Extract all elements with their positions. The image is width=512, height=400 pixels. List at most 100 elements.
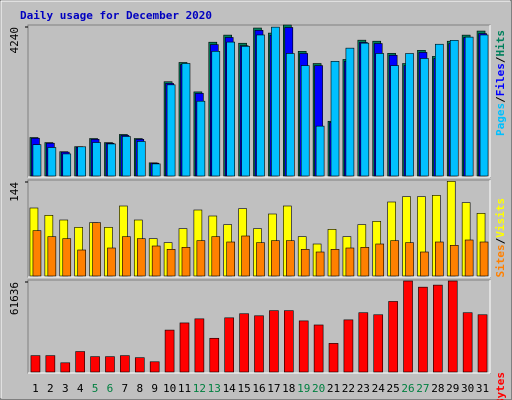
x-tick-label: 12 [193, 382, 206, 395]
x-tick-label: 9 [151, 382, 158, 395]
x-tick-label: 19 [297, 382, 310, 395]
legend: Sites/Visits [494, 198, 507, 278]
x-tick-label: 25 [387, 382, 400, 395]
bar [32, 230, 42, 277]
bar [403, 280, 413, 373]
x-tick-label: 7 [122, 382, 129, 395]
x-tick-label: 8 [136, 382, 143, 395]
chart-title: Daily usage for December 2020 [20, 9, 212, 22]
x-tick-label: 22 [342, 382, 355, 395]
bar [60, 362, 71, 373]
bar [45, 355, 56, 373]
bar [226, 241, 235, 277]
bar [181, 247, 191, 277]
bar [300, 249, 310, 277]
bar [77, 249, 86, 277]
legend-separator: / [494, 237, 507, 244]
bar [435, 43, 444, 177]
bar [77, 146, 86, 177]
bar [360, 247, 370, 277]
bar [241, 46, 250, 177]
legend-separator: / [494, 56, 507, 63]
bar [420, 251, 429, 277]
bar [269, 310, 279, 373]
x-tick-label: 14 [223, 382, 237, 395]
bar [211, 51, 221, 177]
x-tick-label: 17 [267, 382, 280, 395]
bar [464, 239, 474, 277]
bar [239, 313, 249, 373]
y-tick-label: 144 [8, 182, 21, 202]
x-tick-label: 1 [32, 382, 39, 395]
bar [122, 136, 131, 177]
x-tick-label: 21 [327, 382, 340, 395]
x-tick-label: 28 [431, 382, 444, 395]
bar [194, 318, 205, 373]
bar [360, 42, 370, 177]
bar [256, 34, 265, 177]
bar [298, 320, 309, 373]
bar [209, 337, 220, 373]
bar [30, 355, 41, 373]
x-tick-label: 10 [163, 382, 176, 395]
bar [390, 240, 399, 277]
bar [196, 240, 206, 277]
x-tick-label: 29 [446, 382, 459, 395]
bar [435, 241, 444, 277]
bar [477, 314, 488, 373]
legend-entry: Hits [494, 30, 507, 57]
bar [196, 100, 206, 177]
bar [107, 143, 116, 177]
bar [271, 26, 280, 177]
bar [151, 163, 161, 177]
x-tick-label: 3 [62, 382, 69, 395]
x-tick-label: 24 [372, 382, 386, 395]
bar [462, 312, 473, 373]
bar [92, 142, 101, 177]
bar [375, 53, 385, 177]
bar [105, 356, 115, 373]
bar [166, 249, 176, 277]
bar [166, 84, 176, 177]
bar [224, 317, 234, 373]
bar [345, 47, 355, 177]
legend-entry: Files [494, 63, 507, 96]
bar [447, 280, 458, 373]
bar [164, 329, 175, 373]
x-tick-label: 11 [178, 382, 191, 395]
bar [375, 243, 385, 277]
x-tick-label: 23 [357, 382, 370, 395]
bar [181, 63, 191, 177]
bar [271, 240, 280, 277]
bar [315, 125, 325, 177]
bar [405, 53, 414, 177]
bar [330, 249, 340, 277]
bar [449, 245, 459, 277]
bar [90, 356, 100, 373]
bar [343, 319, 354, 373]
bar [286, 53, 295, 177]
bar [328, 343, 339, 373]
bar [479, 34, 489, 177]
y-tick-label: 61636 [8, 282, 21, 315]
legend-entry: Visits [494, 198, 507, 238]
bar [313, 324, 324, 373]
x-tick-label: 26 [401, 382, 414, 395]
bar [464, 36, 474, 177]
x-tick-label: 4 [77, 382, 84, 395]
bar [284, 310, 294, 373]
x-tick-label: 5 [92, 382, 99, 395]
bar [120, 355, 130, 373]
x-tick-label: 27 [416, 382, 429, 395]
x-tick-label: 2 [47, 382, 54, 395]
x-tick-label: 15 [237, 382, 250, 395]
bar [211, 236, 221, 277]
bar [388, 301, 398, 373]
bar [449, 40, 459, 177]
x-tick-label: 31 [476, 382, 489, 395]
bar [75, 351, 85, 373]
bar [62, 153, 72, 177]
x-tick-label: 16 [252, 382, 265, 395]
bar [256, 242, 265, 277]
